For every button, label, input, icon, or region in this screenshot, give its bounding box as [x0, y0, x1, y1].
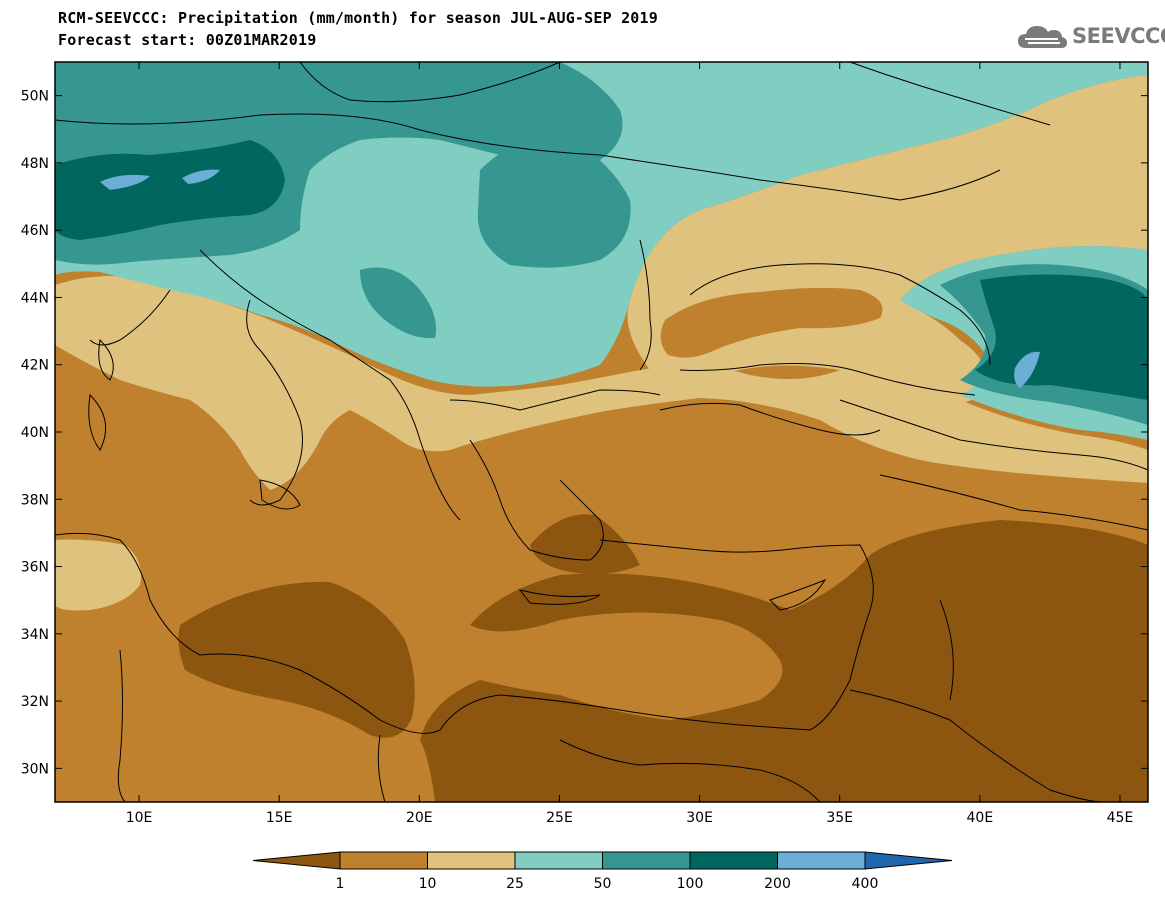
coastlines — [54, 61, 1149, 803]
lat-tick-label: 30N — [21, 761, 49, 777]
latitude-axis: 30N 32N 34N 36N 38N 40N 42N 44N 46N 48N 50N — [21, 89, 1148, 777]
field-50-100-romania — [477, 138, 631, 268]
colorbar: 1 10 25 50 100 200 400 — [252, 851, 953, 892]
longitude-axis: 10E 15E 20E 25E 30E 35E 40E 45E — [126, 62, 1134, 826]
lon-tick-label: 20E — [406, 810, 433, 826]
colorbar-bin — [514, 851, 603, 870]
colorbar-label: 400 — [852, 876, 879, 892]
precipitation-field — [55, 62, 1148, 802]
colorbar-bin — [777, 851, 866, 870]
colorbar-label: 200 — [764, 876, 791, 892]
lon-tick-label: 40E — [967, 810, 994, 826]
lat-tick-label: 48N — [21, 156, 49, 172]
lat-tick-label: 36N — [21, 560, 49, 576]
colorbar-bin — [252, 851, 341, 870]
field-10-25-north — [55, 276, 1148, 490]
logo-text: SEEVCCC — [1072, 24, 1165, 48]
colorbar-bin — [864, 851, 953, 870]
colorbar-bin — [602, 851, 691, 870]
lon-tick-label: 10E — [126, 810, 153, 826]
lon-tick-label: 45E — [1107, 810, 1134, 826]
lon-tick-label: 25E — [546, 810, 573, 826]
field-10-25-tunisia — [55, 539, 141, 611]
lat-tick-label: 34N — [21, 627, 49, 643]
colorbar-label: 25 — [506, 876, 524, 892]
map-title: RCM-SEEVCCC: Precipitation (mm/month) fo… — [58, 9, 658, 27]
field-200-400-alps-2 — [182, 169, 220, 184]
lon-tick-label: 15E — [266, 810, 293, 826]
field-lt1-egypt — [420, 520, 1148, 802]
field-1-10-blacksea — [660, 287, 883, 358]
colorbar-label: 50 — [594, 876, 612, 892]
lat-tick-label: 42N — [21, 358, 49, 374]
colorbar-bin — [689, 851, 778, 870]
field-100-200-alps — [55, 140, 285, 240]
field-100-200-caucasus — [975, 274, 1148, 400]
field-lt1-libya — [178, 581, 415, 738]
lat-tick-label: 50N — [21, 89, 49, 105]
lat-tick-label: 40N — [21, 425, 49, 441]
lat-tick-label: 46N — [21, 223, 49, 239]
colorbar-label: 10 — [419, 876, 437, 892]
seevccc-logo: SEEVCCC — [1016, 22, 1165, 50]
colorbar-bin — [427, 851, 516, 870]
field-lt1-aegean — [530, 514, 640, 574]
colorbar-bin — [339, 851, 428, 870]
lat-tick-label: 44N — [21, 290, 49, 306]
lat-tick-label: 32N — [21, 694, 49, 710]
field-50-100-bosnia — [360, 267, 436, 339]
lon-tick-label: 35E — [826, 810, 853, 826]
cloud-logo-icon — [1018, 26, 1067, 48]
forecast-start-subtitle: Forecast start: 00Z01MAR2019 — [58, 31, 317, 49]
field-200-400-alps-1 — [100, 174, 150, 190]
lat-tick-label: 38N — [21, 492, 49, 508]
colorbar-label: 1 — [336, 876, 345, 892]
field-200-400-caucasus — [1014, 351, 1040, 388]
colorbar-label: 100 — [677, 876, 704, 892]
lon-tick-label: 30E — [686, 810, 713, 826]
